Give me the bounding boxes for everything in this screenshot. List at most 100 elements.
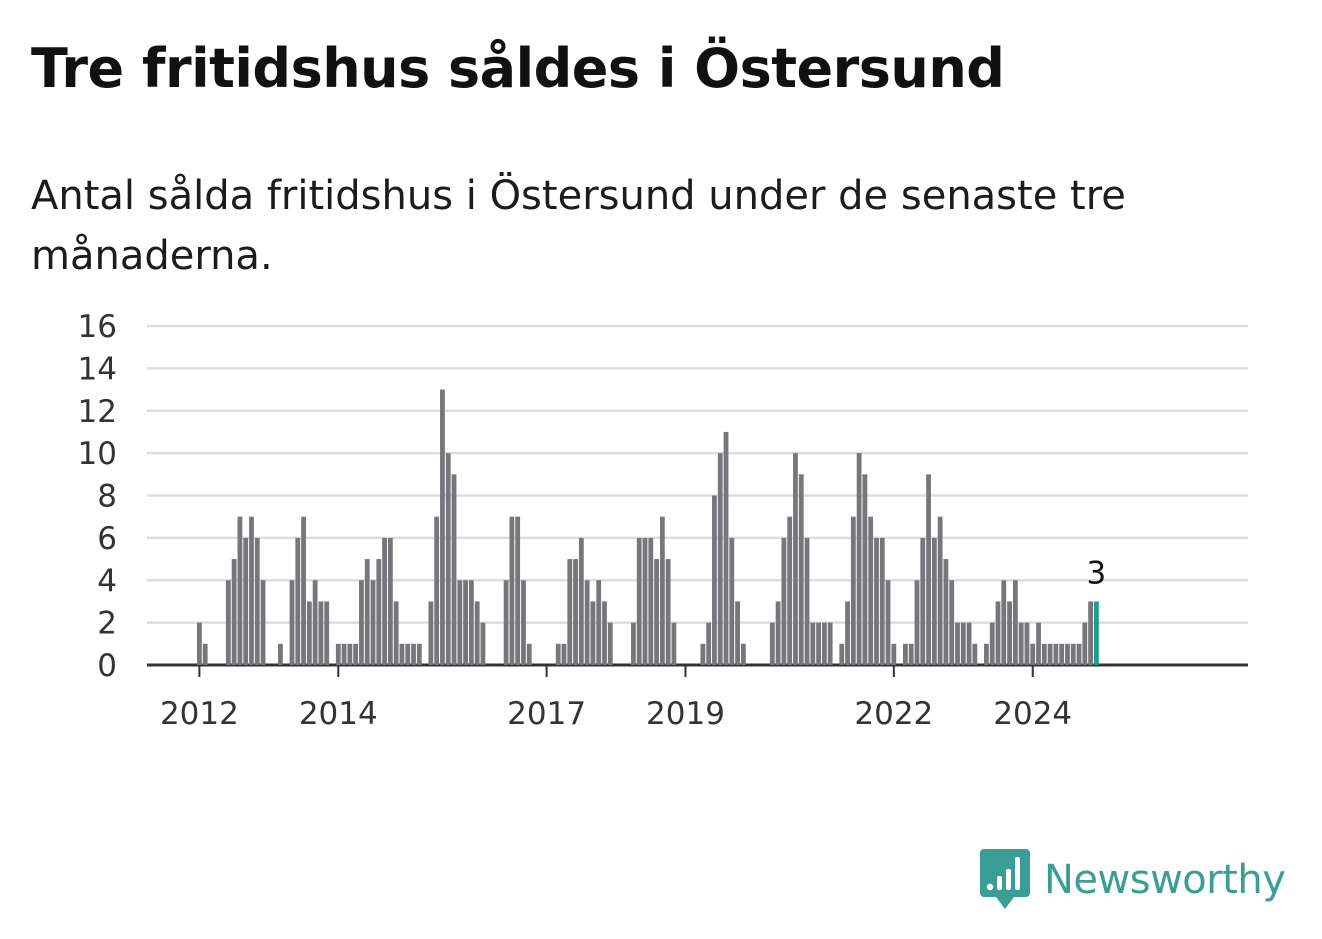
- y-tick-label: 14: [78, 351, 117, 387]
- bar: [555, 643, 561, 665]
- bar: [631, 622, 636, 666]
- bar: [723, 431, 729, 665]
- bar: [984, 643, 989, 665]
- bar: [654, 559, 659, 665]
- bar: [278, 643, 283, 665]
- bar: [937, 516, 943, 665]
- bar: [521, 580, 526, 665]
- bar: [387, 537, 393, 666]
- bar: [822, 622, 827, 666]
- bar: [926, 474, 931, 665]
- bar: [602, 601, 607, 665]
- bar: [1041, 643, 1047, 665]
- bar: [931, 537, 937, 666]
- bar: [382, 537, 387, 666]
- y-tick-label: 4: [97, 563, 117, 599]
- bar: [306, 601, 312, 665]
- bar: [480, 622, 486, 666]
- bar: [769, 622, 775, 666]
- bar: [787, 516, 793, 665]
- bar: [399, 643, 405, 665]
- bar: [561, 643, 567, 665]
- bar: [231, 559, 237, 665]
- bar: [845, 601, 850, 665]
- bar: [989, 622, 995, 666]
- bar: [596, 580, 602, 665]
- bar: [590, 601, 596, 665]
- x-tick-label: 2012: [160, 696, 239, 732]
- bar: [903, 643, 908, 665]
- bar: [908, 643, 914, 665]
- bar: [359, 580, 364, 665]
- chart-subtitle: Antal sålda fritidshus i Östersund under…: [31, 173, 1126, 279]
- bar: [411, 643, 416, 665]
- x-tick-label: 2022: [854, 696, 933, 732]
- x-tick-label: 2024: [993, 696, 1072, 732]
- bar-chart: 0 2 4 6 8 10 12 14 16 2012 2014 2017 2019 2022 2024 3: [78, 309, 1248, 732]
- bar: [706, 622, 712, 666]
- bar: [856, 453, 862, 666]
- bar: [364, 559, 370, 665]
- bar: [1065, 643, 1070, 665]
- grid-lines: [147, 324, 1248, 667]
- bar: [573, 559, 578, 665]
- bar: [457, 580, 463, 665]
- bar: [405, 643, 411, 665]
- y-axis-ticks: 0 2 4 6 8 10 12 14 16: [78, 309, 117, 684]
- bar: [434, 516, 440, 665]
- bar: [781, 537, 787, 666]
- x-tick-label: 2014: [299, 696, 378, 732]
- data-labels: 3: [1087, 555, 1107, 591]
- bar: [295, 537, 301, 666]
- y-tick-label: 12: [78, 394, 117, 430]
- bar: [972, 643, 978, 665]
- bar: [445, 453, 451, 666]
- bar: [312, 580, 318, 665]
- bars: [197, 389, 1099, 666]
- bar: [729, 537, 735, 666]
- x-axis-ticks: 2012 2014 2017 2019 2022 2024: [160, 665, 1072, 732]
- bar: [225, 580, 231, 665]
- bar: [451, 474, 457, 665]
- bar: [1030, 643, 1036, 665]
- bar: [578, 537, 584, 666]
- bar: [1036, 622, 1041, 666]
- bar: [341, 643, 347, 665]
- y-tick-label: 8: [97, 479, 117, 515]
- bar: [289, 580, 295, 665]
- bar: [1088, 601, 1093, 665]
- bar: [370, 580, 376, 665]
- bar: [318, 601, 324, 665]
- bar: [885, 580, 891, 665]
- bar: [260, 580, 266, 665]
- bar: [335, 643, 341, 665]
- y-tick-label: 2: [97, 606, 117, 642]
- bar: [920, 537, 926, 666]
- bar: [862, 474, 868, 665]
- bar: [839, 643, 845, 665]
- bar: [810, 622, 816, 666]
- bar: [659, 516, 665, 665]
- last-value-label: 3: [1087, 555, 1107, 591]
- bar: [474, 601, 480, 665]
- bar: [1007, 601, 1012, 665]
- bar: [804, 537, 810, 666]
- bar: [955, 622, 960, 666]
- bar: [850, 516, 856, 665]
- bar: [1070, 643, 1076, 665]
- bar-highlighted: [1093, 601, 1099, 665]
- bar: [393, 601, 399, 665]
- bar: [868, 516, 874, 665]
- bar: [197, 622, 202, 666]
- bar: [503, 580, 509, 665]
- bar: [1047, 643, 1053, 665]
- bar: [254, 537, 260, 666]
- bar: [995, 601, 1001, 665]
- bar: [324, 601, 330, 665]
- bar: [1082, 622, 1088, 666]
- bar: [301, 516, 306, 665]
- bar: [949, 580, 955, 665]
- bar: [607, 622, 613, 666]
- bar: [584, 580, 590, 665]
- brand: Newsworthy: [980, 848, 1286, 912]
